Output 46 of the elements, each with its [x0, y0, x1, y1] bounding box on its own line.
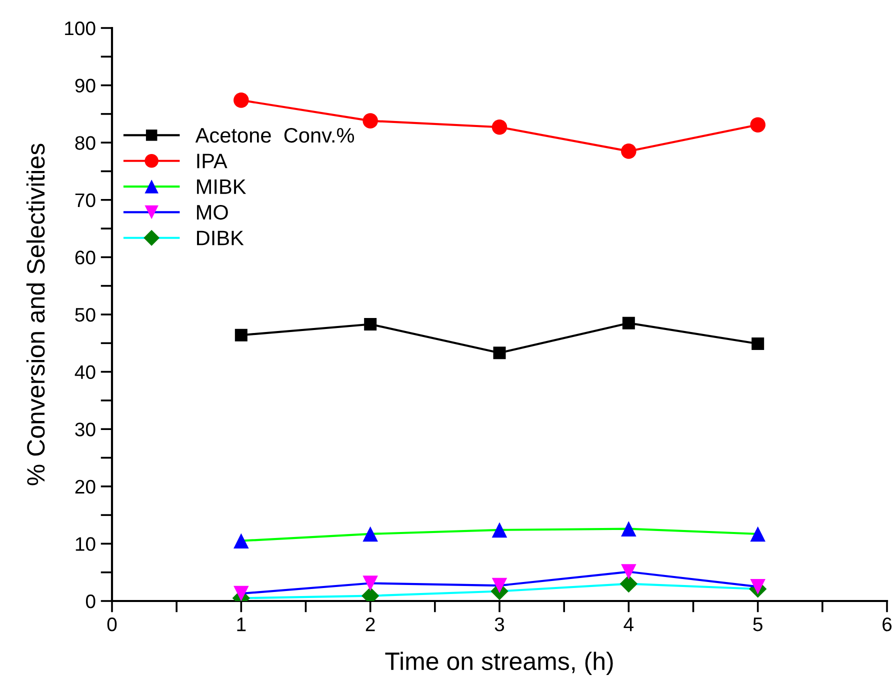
point	[750, 526, 766, 542]
point	[362, 526, 378, 542]
legend-label: Acetone Conv.%	[195, 128, 354, 143]
point	[621, 521, 636, 536]
point	[621, 564, 636, 580]
y-tick-label: 10	[76, 537, 96, 551]
x-tick-label: 4	[624, 618, 634, 632]
x-axis-title: Time on streams, (h)	[385, 652, 613, 676]
point	[621, 144, 636, 159]
y-tick-label: 90	[75, 78, 96, 93]
x-tick-label: 3	[494, 617, 504, 632]
y-tick-label: 50	[75, 308, 96, 322]
point	[620, 574, 638, 593]
legend-label: DIBK	[197, 230, 244, 246]
y-tick-label: 20	[75, 480, 96, 494]
y-tick-label: 70	[75, 193, 96, 208]
y-tick-label: 30	[75, 422, 96, 436]
y-tick-label: 80	[75, 136, 96, 150]
point	[492, 578, 508, 594]
point	[493, 346, 506, 360]
y-tick-label: 60	[75, 250, 96, 264]
legend-label: IPA	[197, 154, 228, 168]
x-tick-label: 6	[882, 617, 892, 632]
point	[362, 113, 378, 128]
point	[752, 337, 764, 350]
point	[492, 119, 508, 135]
legend-label: MIBK	[197, 179, 246, 194]
point	[492, 522, 508, 538]
point	[622, 316, 635, 330]
x-tick-label: 2	[366, 617, 375, 632]
point	[234, 586, 249, 601]
point	[234, 328, 248, 342]
y-tick-label: 0	[86, 594, 96, 608]
point	[750, 579, 766, 594]
x-tick-label: 0	[107, 617, 117, 632]
x-tick-label: 5	[753, 618, 762, 632]
y-tick-label: 100	[65, 21, 96, 36]
y-axis-title: % Conversion and Selectivities	[26, 144, 45, 486]
x-tick-label: 1	[237, 618, 246, 632]
point	[364, 318, 377, 330]
point	[234, 533, 249, 548]
point	[234, 92, 249, 108]
point	[362, 576, 378, 591]
y-tick-label: 40	[74, 365, 96, 380]
legend-label: MO	[197, 204, 228, 220]
point	[750, 117, 766, 132]
